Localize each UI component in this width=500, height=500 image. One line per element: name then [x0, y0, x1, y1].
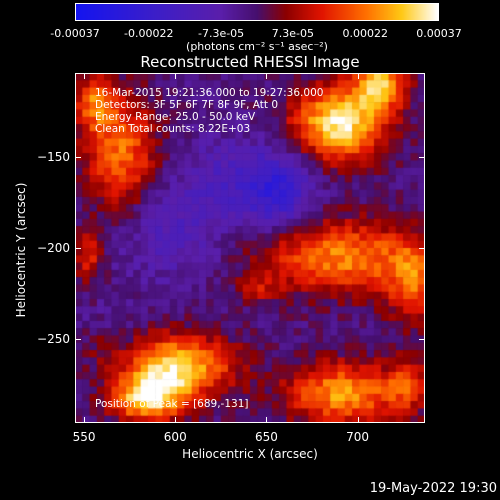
colorbar-unit-label: (photons cm⁻² s⁻¹ asec⁻²)	[186, 40, 328, 53]
colorbar-tick-label: 0.00037	[416, 27, 462, 40]
colorbar-tick-label: -0.00037	[50, 27, 100, 40]
x-tick-label: 600	[163, 430, 187, 444]
heatmap-image	[75, 73, 425, 423]
energy-range-text: Energy Range: 25.0 - 50.0 keV	[95, 111, 256, 123]
y-tick-label: −250	[37, 332, 70, 347]
x-tick-label: 550	[72, 430, 96, 444]
method-counts-text: Clean Total counts: 8.22E+03	[95, 123, 251, 135]
timestamp-footer: 19-May-2022 19:30	[369, 481, 497, 496]
y-tick-label: −200	[37, 241, 70, 255]
chart-title: Reconstructed RHESSI Image	[140, 53, 360, 71]
x-tick-label: 650	[254, 430, 278, 444]
x-tick-mark	[175, 73, 177, 79]
y-tick-mark	[419, 339, 425, 341]
y-tick-mark	[75, 248, 81, 249]
x-tick-mark	[84, 417, 86, 423]
y-axis-label: Heliocentric Y (arcsec)	[14, 182, 28, 318]
colorbar-tick-label: -0.00022	[124, 27, 174, 40]
y-tick-mark	[75, 339, 81, 341]
time-range-text: 16-Mar-2015 19:21:36.000 to 19:27:36.000	[95, 87, 324, 99]
x-tick-mark	[357, 73, 359, 79]
colorbar-tick-label: 7.3e-05	[271, 27, 315, 40]
x-tick-mark	[266, 417, 268, 423]
x-tick-mark	[175, 417, 177, 423]
colorbar-tick-label: 0.00022	[342, 27, 388, 40]
x-tick-label: 700	[346, 430, 369, 444]
y-tick-mark	[75, 156, 81, 158]
x-tick-mark	[266, 73, 268, 79]
x-axis-label: Heliocentric X (arcsec)	[182, 447, 318, 461]
y-tick-mark	[419, 248, 425, 249]
x-tick-mark	[357, 417, 359, 423]
colorbar-tick-label: -7.3e-05	[197, 27, 245, 40]
colorbar	[75, 3, 439, 21]
y-tick-label: −150	[37, 149, 70, 164]
detectors-text: Detectors: 3F 5F 6F 7F 8F 9F, Att 0	[95, 99, 279, 111]
y-tick-mark	[419, 156, 425, 158]
peak-position-text: Position of Peak = [689,-131]	[95, 398, 249, 410]
x-tick-mark	[84, 73, 86, 79]
